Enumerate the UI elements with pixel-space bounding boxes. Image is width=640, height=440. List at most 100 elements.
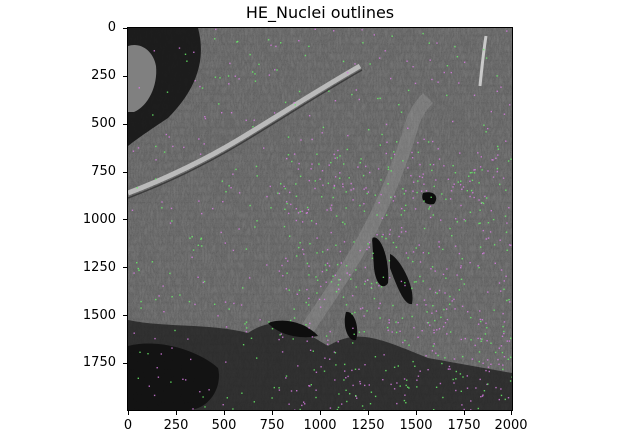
- nucleus-outline-dot: [137, 147, 140, 149]
- nucleus-outline-dot: [324, 357, 326, 359]
- nucleus-outline-dot: [240, 304, 243, 306]
- nucleus-outline-dot: [241, 392, 243, 394]
- nucleus-outline-dot: [429, 163, 431, 166]
- nucleus-outline-dot: [156, 367, 158, 369]
- nucleus-outline-dot: [487, 237, 490, 239]
- nucleus-outline-dot: [462, 186, 465, 188]
- dark-region-bottom: [128, 320, 512, 410]
- nucleus-outline-dot: [323, 370, 326, 372]
- nucleus-outline-dot: [237, 40, 239, 43]
- nucleus-outline-dot: [396, 402, 398, 405]
- nucleus-outline-dot: [306, 212, 308, 214]
- nucleus-outline-dot: [484, 333, 487, 335]
- nucleus-outline-dot: [387, 166, 390, 168]
- nucleus-outline-dot: [449, 198, 452, 200]
- nucleus-outline-dot: [391, 331, 393, 333]
- nucleus-outline-dot: [348, 177, 350, 179]
- nucleus-outline-dot: [291, 160, 293, 163]
- nucleus-outline-dot: [496, 170, 498, 173]
- nucleus-outline-dot: [452, 165, 454, 167]
- nucleus-outline-dot: [366, 310, 368, 312]
- nucleus-outline-dot: [346, 400, 348, 403]
- nucleus-outline-dot: [445, 308, 448, 310]
- nucleus-outline-dot: [344, 223, 346, 225]
- nucleus-outline-dot: [414, 82, 417, 85]
- nucleus-outline-dot: [293, 317, 296, 319]
- nucleus-outline-dot: [481, 201, 483, 204]
- nucleus-outline-dot: [204, 117, 207, 120]
- nucleus-outline-dot: [485, 238, 487, 240]
- nucleus-outline-dot: [186, 60, 188, 62]
- x-tick-mark: [368, 410, 369, 415]
- nucleus-outline-dot: [333, 351, 336, 353]
- nucleus-outline-dot: [308, 274, 310, 276]
- nucleus-outline-dot: [431, 266, 434, 268]
- nucleus-outline-dot: [478, 360, 480, 363]
- nucleus-outline-dot: [407, 127, 409, 129]
- nucleus-outline-dot: [228, 83, 230, 85]
- nucleus-outline-dot: [362, 174, 365, 177]
- nucleus-outline-dot: [254, 226, 256, 228]
- nucleus-outline-dot: [363, 203, 365, 205]
- nucleus-outline-dot: [486, 327, 488, 329]
- nucleus-outline-dot: [235, 168, 237, 171]
- nucleus-outline-dot: [305, 212, 308, 214]
- nucleus-outline-dot: [510, 337, 512, 339]
- nucleus-outline-dot: [496, 167, 499, 170]
- nucleus-outline-dot: [436, 329, 438, 331]
- nucleus-outline-dot: [289, 235, 291, 237]
- nucleus-outline-dot: [365, 187, 367, 189]
- y-tick-750: 750: [91, 164, 116, 179]
- nucleus-outline-dot: [358, 331, 361, 333]
- nucleus-outline-dot: [487, 170, 489, 172]
- nucleus-outline-dot: [298, 289, 301, 291]
- nucleus-outline-dot: [233, 302, 235, 305]
- nucleus-outline-dot: [339, 177, 341, 179]
- nucleus-outline-dot: [455, 389, 457, 392]
- nucleus-outline-dot: [377, 168, 380, 170]
- y-tick-mark: [123, 315, 128, 316]
- nucleus-outline-dot: [370, 282, 373, 285]
- nucleus-outline-dot: [411, 157, 414, 159]
- nucleus-outline-dot: [288, 403, 290, 405]
- nucleus-outline-dot: [361, 29, 363, 31]
- nucleus-outline-dot: [245, 248, 248, 250]
- nucleus-outline-dot: [369, 403, 372, 405]
- nucleus-outline-dot: [429, 216, 432, 219]
- nucleus-outline-dot: [172, 145, 174, 148]
- nucleus-outline-dot: [337, 341, 339, 343]
- nucleus-outline-dot: [400, 231, 403, 233]
- nucleus-outline-dot: [332, 196, 334, 199]
- nucleus-outline-dot: [363, 188, 365, 190]
- x-tick-mark: [416, 410, 417, 415]
- nucleus-outline-dot: [299, 211, 301, 213]
- nucleus-outline-dot: [336, 408, 339, 410]
- nucleus-outline-dot: [346, 72, 349, 74]
- nucleus-outline-dot: [466, 190, 468, 192]
- nucleus-outline-dot: [405, 384, 407, 387]
- nucleus-outline-dot: [473, 172, 476, 174]
- nucleus-outline-dot: [452, 120, 454, 123]
- nucleus-outline-dot: [466, 375, 468, 377]
- nucleus-outline-dot: [435, 352, 437, 354]
- nucleus-outline-dot: [503, 113, 506, 115]
- nucleus-outline-dot: [506, 30, 508, 32]
- nucleus-outline-dot: [451, 235, 453, 237]
- nucleus-outline-dot: [287, 154, 290, 156]
- nucleus-outline-dot: [478, 266, 480, 269]
- nucleus-outline-dot: [334, 176, 337, 178]
- nucleus-outline-dot: [363, 315, 365, 317]
- nucleus-outline-dot: [179, 294, 181, 296]
- nucleus-outline-dot: [437, 148, 439, 150]
- nucleus-outline-dot: [363, 409, 365, 410]
- nucleus-outline-dot: [368, 241, 371, 244]
- nucleus-outline-dot: [469, 211, 472, 213]
- nucleus-outline-dot: [466, 387, 469, 389]
- nucleus-outline-dot: [479, 209, 481, 211]
- nucleus-outline-dot: [182, 378, 184, 380]
- dark-region-bottom-left: [128, 343, 219, 410]
- nucleus-outline-dot: [396, 382, 398, 384]
- nucleus-outline-dot: [258, 63, 260, 66]
- nucleus-outline-dot: [365, 165, 367, 168]
- nucleus-outline-dot: [437, 354, 439, 357]
